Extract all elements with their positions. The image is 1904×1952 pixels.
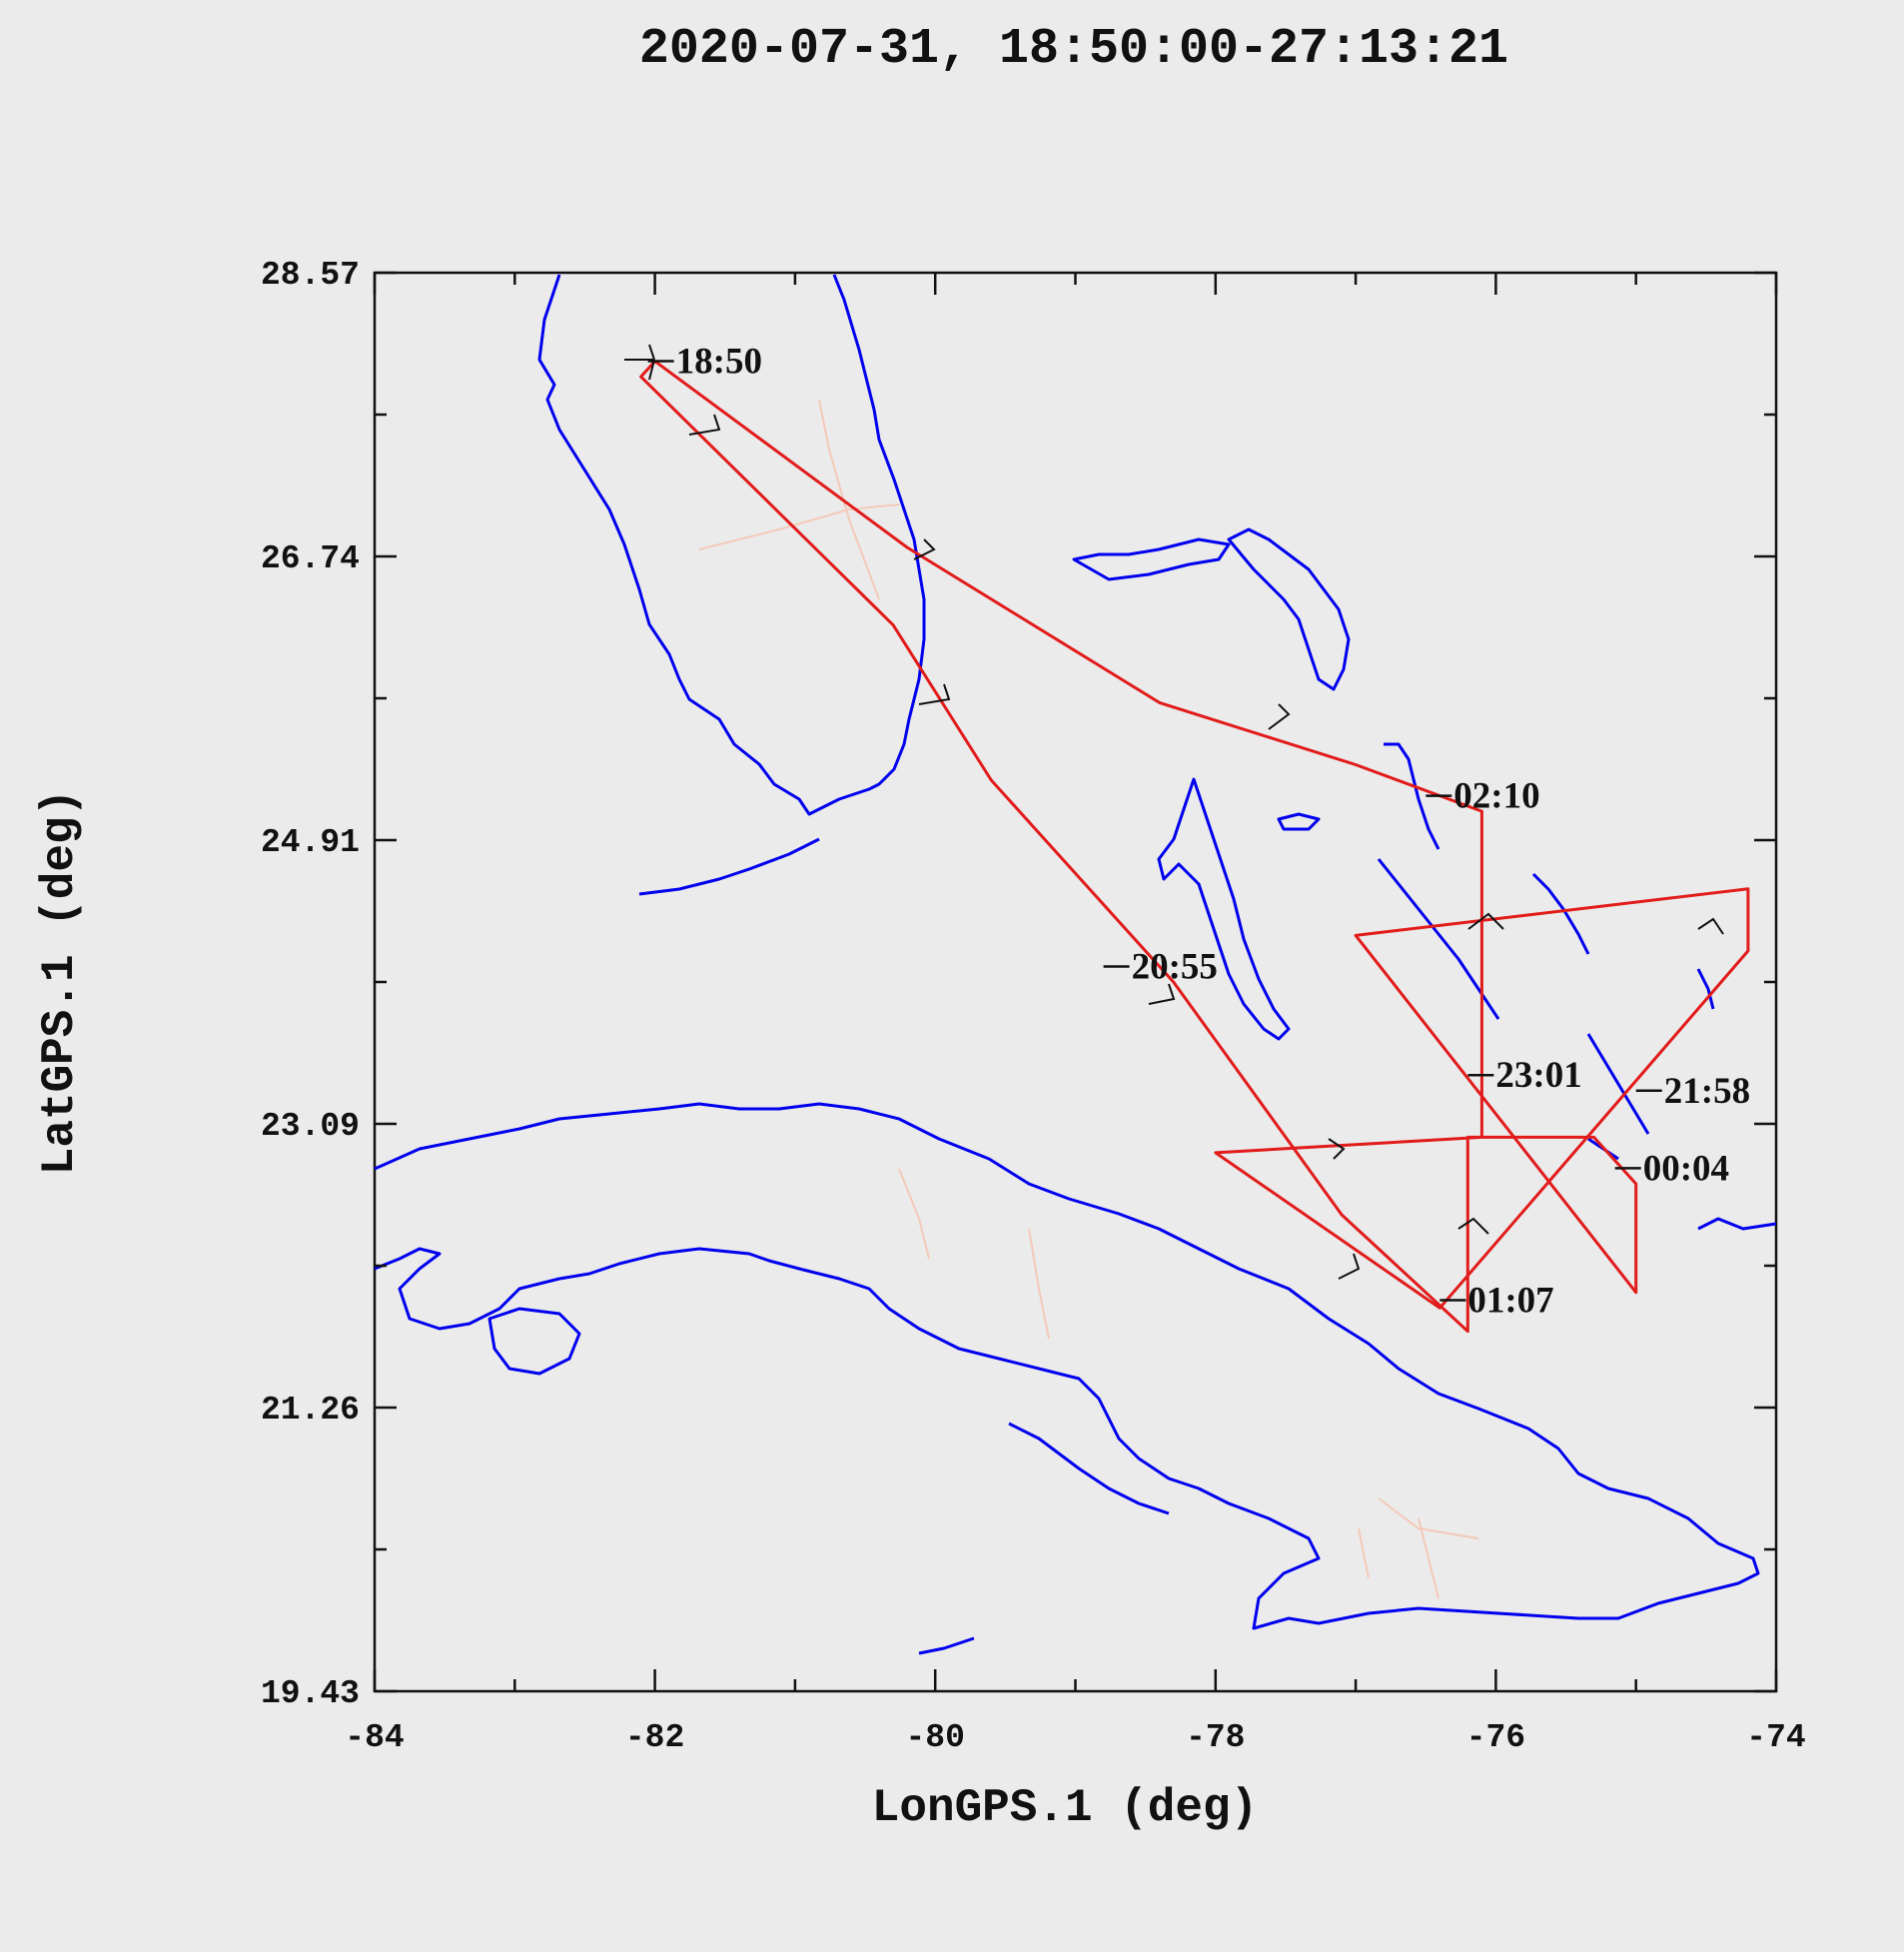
cuba-rivers bbox=[898, 1168, 1479, 1599]
time-label: 00:04 bbox=[1643, 1148, 1729, 1189]
y-tick-label: 21.26 bbox=[261, 1392, 360, 1429]
wind-barb bbox=[688, 414, 721, 436]
long-island bbox=[1586, 1033, 1650, 1135]
eleuthera bbox=[1384, 742, 1440, 850]
y-axis-label: LatGPS.1 (deg) bbox=[34, 789, 86, 1175]
y-tick-label: 24.91 bbox=[261, 824, 360, 861]
wind-barb bbox=[1457, 1217, 1489, 1235]
x-axis-label: LonGPS.1 (deg) bbox=[872, 1782, 1258, 1834]
wind-barb bbox=[1338, 1253, 1361, 1280]
crooked-island bbox=[1696, 968, 1715, 1010]
x-tick-label: -74 bbox=[1746, 1719, 1805, 1756]
wind-barb bbox=[1268, 703, 1291, 730]
y-axis-ticks bbox=[375, 271, 1776, 1693]
y-tick-label: 26.74 bbox=[261, 540, 360, 577]
wind-barb bbox=[624, 344, 655, 381]
cuba-south-keys bbox=[1008, 1422, 1170, 1515]
florida-coastline bbox=[537, 274, 926, 816]
exuma-cays bbox=[1377, 858, 1500, 1020]
y-tick-label: 19.43 bbox=[261, 1675, 360, 1712]
wind-barb bbox=[1148, 983, 1176, 1005]
map-layer bbox=[374, 274, 1777, 1655]
grand-bahama bbox=[1072, 537, 1231, 581]
wind-barb bbox=[1328, 1138, 1346, 1160]
x-axis-ticks bbox=[373, 273, 1778, 1691]
x-tick-label: -84 bbox=[345, 1719, 404, 1756]
y-tick-label: 23.09 bbox=[261, 1108, 360, 1145]
small-island-1 bbox=[1277, 812, 1321, 831]
cat-island bbox=[1531, 872, 1590, 955]
time-label: 01:07 bbox=[1467, 1280, 1553, 1321]
time-label: 20:55 bbox=[1132, 946, 1218, 987]
flight-track bbox=[639, 360, 1750, 1334]
y-tick-labels: 28.57 26.74 24.91 23.09 21.26 19.43 bbox=[261, 257, 360, 1712]
time-label: 18:50 bbox=[676, 342, 762, 383]
time-label: 02:10 bbox=[1453, 776, 1539, 817]
x-tick-label: -80 bbox=[905, 1719, 964, 1756]
andros bbox=[1157, 777, 1291, 1041]
plot-frame bbox=[373, 271, 1778, 1693]
time-label: 21:58 bbox=[1664, 1071, 1750, 1112]
wind-barb bbox=[1467, 912, 1504, 930]
x-tick-labels: -84 -82 -80 -78 -76 -74 bbox=[345, 1719, 1805, 1756]
wind-barb bbox=[1697, 917, 1724, 935]
x-tick-label: -82 bbox=[625, 1719, 684, 1756]
wind-barb bbox=[918, 683, 951, 705]
isla-de-la-juventud bbox=[487, 1307, 581, 1376]
time-labels: 18:50 02:10 20:55 23:01 21:58 00:04 01:07 bbox=[647, 342, 1750, 1321]
small-island-2 bbox=[1697, 1217, 1777, 1231]
wind-barbs bbox=[624, 344, 1724, 1280]
chart-title: 2020-07-31, 18:50:00-27:13:21 bbox=[639, 21, 1508, 78]
y-tick-label: 28.57 bbox=[261, 257, 360, 294]
x-tick-label: -76 bbox=[1466, 1719, 1525, 1756]
jamaica-edge-islet bbox=[918, 1636, 975, 1655]
cuba-coastline bbox=[374, 1102, 1760, 1630]
florida-rivers bbox=[698, 399, 900, 600]
time-label: 23:01 bbox=[1495, 1055, 1581, 1096]
abaco bbox=[1227, 527, 1351, 691]
florida-keys bbox=[638, 837, 820, 896]
wind-barb bbox=[913, 538, 936, 560]
x-tick-label: -78 bbox=[1186, 1719, 1245, 1756]
